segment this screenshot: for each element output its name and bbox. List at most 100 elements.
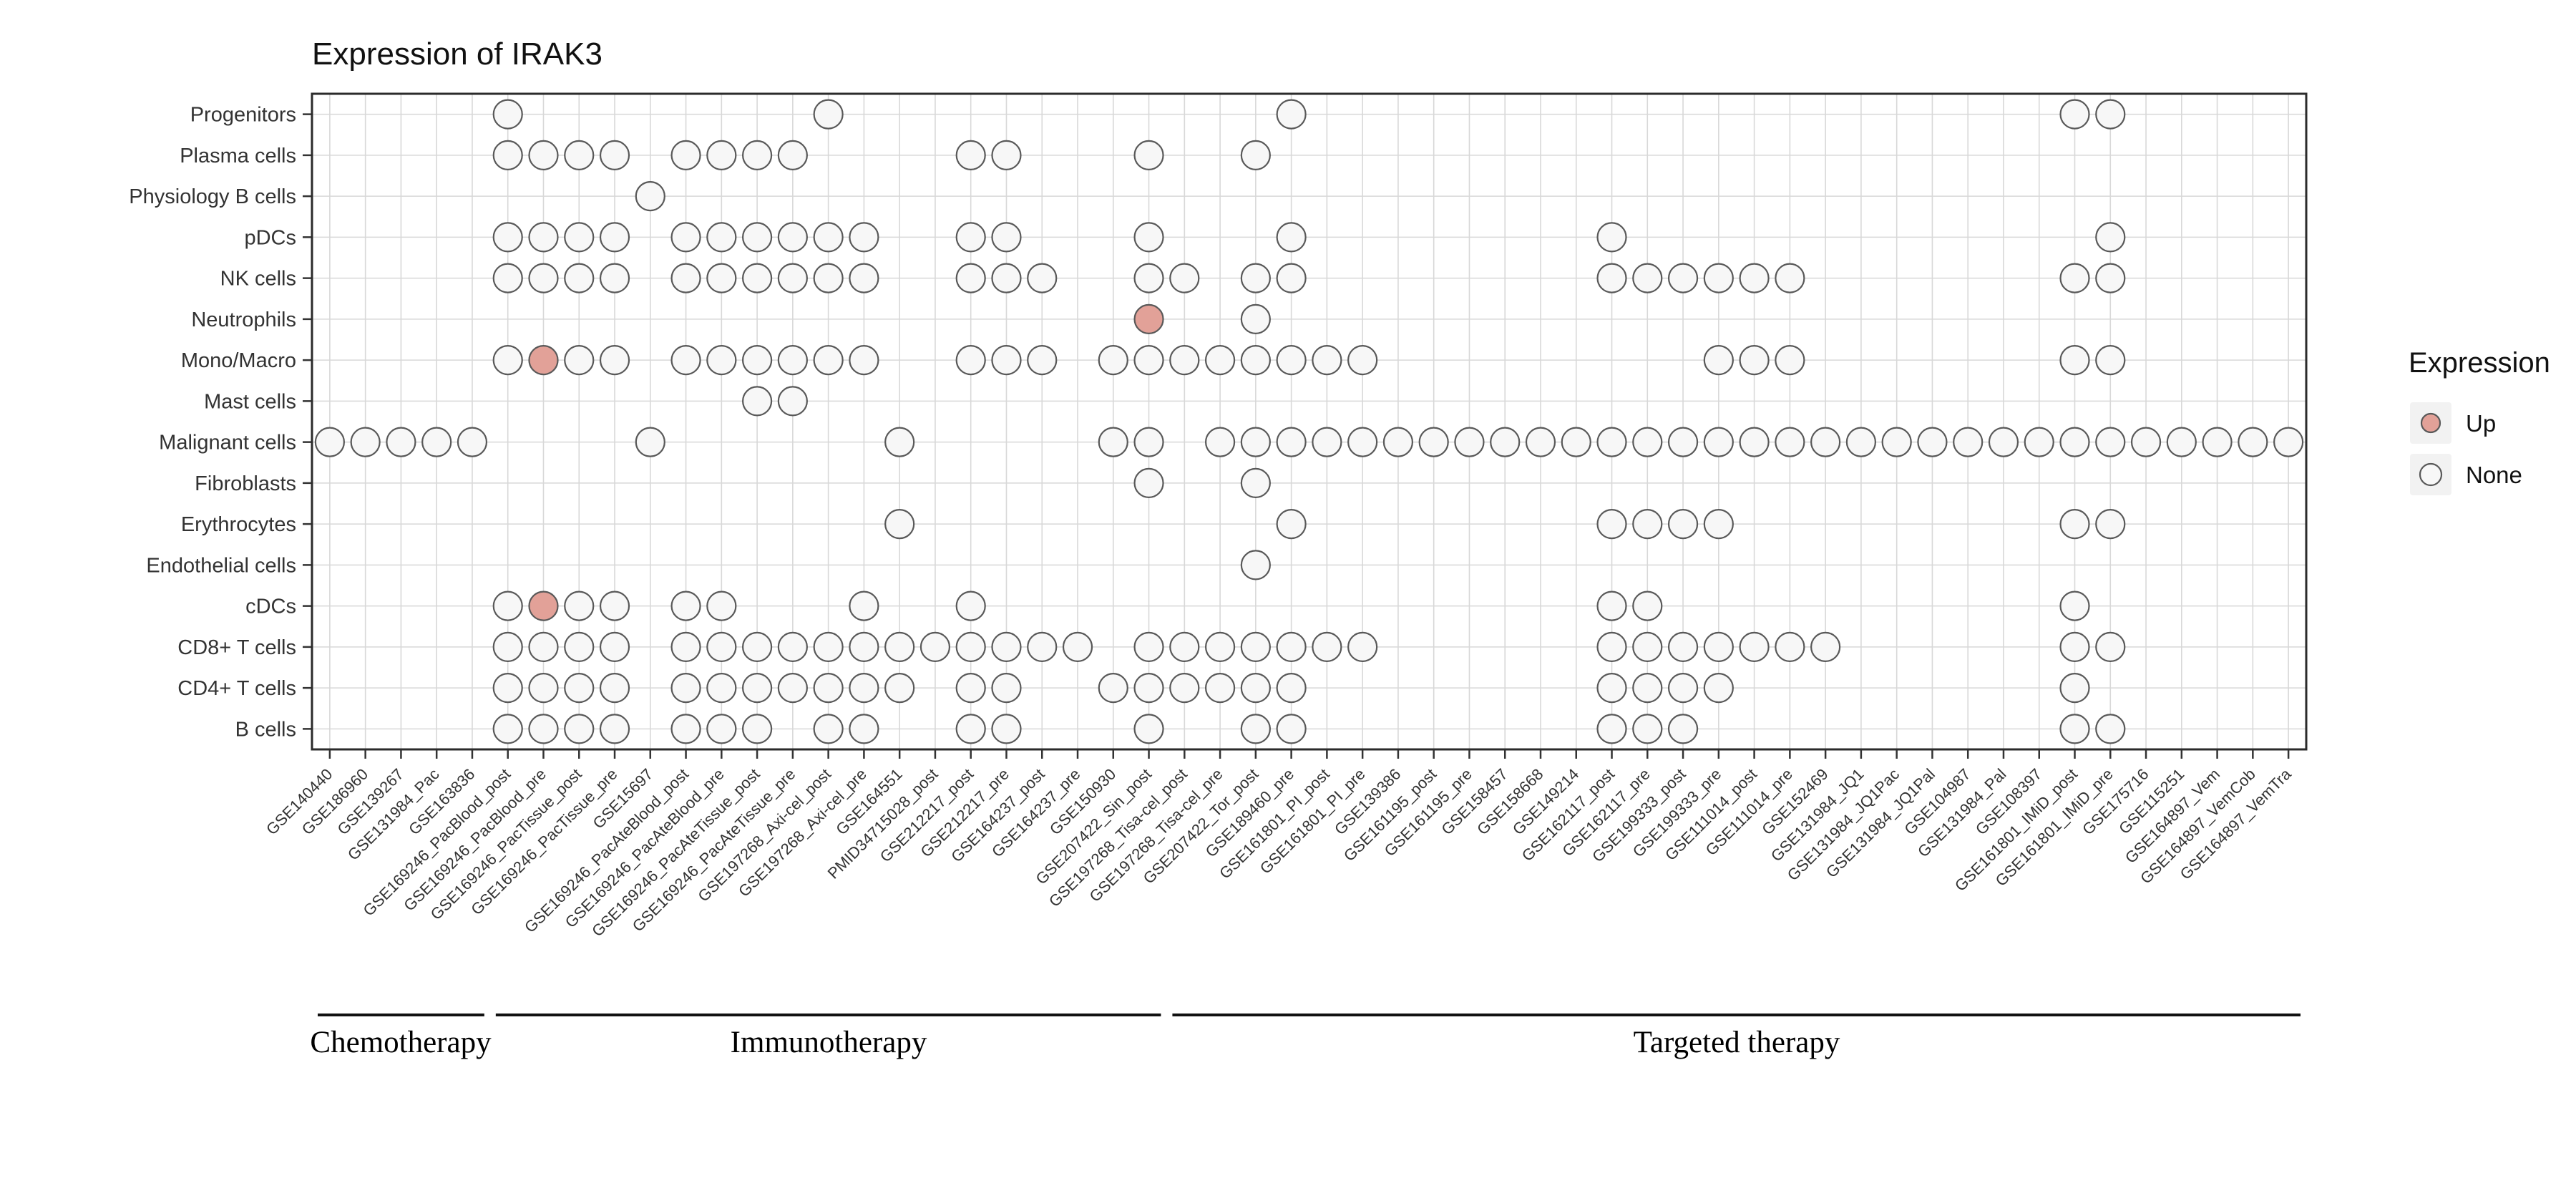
expression-dot-none — [741, 714, 773, 744]
expression-dot-none — [492, 99, 523, 130]
expression-dot-none — [706, 673, 737, 704]
row-label: Progenitors — [190, 104, 296, 127]
expression-dot-up — [528, 345, 559, 376]
expression-dot-none — [599, 263, 630, 293]
expression-dot-none — [1240, 467, 1271, 498]
expression-dot-none — [1133, 263, 1164, 293]
row-label: CD8+ T cells — [177, 636, 296, 659]
expression-dot-none — [1347, 427, 1378, 457]
expression-dot-none — [777, 140, 808, 170]
expression-dot-none — [1169, 263, 1200, 293]
expression-dot-none — [1810, 427, 1841, 457]
expression-dot-none — [1632, 509, 1663, 540]
expression-dot-none — [1027, 263, 1058, 293]
expression-dot-none — [1667, 427, 1699, 457]
expression-dot-none — [1133, 140, 1164, 170]
therapy-group-labels: Chemotherapy Immunotherapy Targeted ther… — [310, 1026, 1840, 1059]
expression-dot-none — [1418, 427, 1449, 457]
expression-dot-none — [1133, 345, 1164, 376]
expression-dot-none — [706, 140, 737, 170]
expression-dot-none — [2095, 631, 2126, 662]
expression-dot-none — [777, 386, 808, 417]
expression-dot-none — [991, 222, 1022, 253]
row-label: Erythrocytes — [181, 513, 296, 536]
row-label: Physiology B cells — [129, 185, 296, 208]
expression-dot-none — [1240, 631, 1271, 662]
expression-dot-none — [1204, 673, 1236, 704]
expression-dot-none — [1667, 631, 1699, 662]
expression-dot-none — [1347, 631, 1378, 662]
expression-dot-none — [741, 263, 773, 293]
expression-dot-none — [1596, 673, 1627, 704]
expression-dot-none — [706, 631, 737, 662]
expression-dot-none — [670, 263, 701, 293]
expression-dot-none — [741, 222, 773, 253]
expression-dot-none — [1133, 467, 1164, 498]
expression-dot-none — [777, 263, 808, 293]
expression-dot-none — [1454, 427, 1485, 457]
expression-dot-none — [1632, 673, 1663, 704]
expression-dot-none — [1775, 427, 1805, 457]
expression-dot-none — [421, 427, 452, 457]
expression-dot-none — [1276, 509, 1307, 540]
expression-dot-none — [1276, 263, 1307, 293]
expression-dot-none — [1775, 345, 1805, 376]
expression-dot-none — [528, 222, 559, 253]
expression-dot-none — [741, 345, 773, 376]
expression-dot-none — [1276, 427, 1307, 457]
expression-dot-none — [813, 673, 844, 704]
expression-dot-none — [670, 631, 701, 662]
expression-dot-none — [777, 222, 808, 253]
group-label-targeted-therapy: Targeted therapy — [1634, 1026, 1840, 1059]
expression-dot-none — [991, 345, 1022, 376]
expression-dot-none — [1240, 303, 1271, 334]
expression-dot-none — [1240, 427, 1271, 457]
expression-dot-none — [849, 263, 879, 293]
expression-dot-none — [2059, 427, 2090, 457]
expression-dot-none — [492, 714, 523, 744]
expression-dot-none — [813, 631, 844, 662]
expression-dot-none — [599, 140, 630, 170]
expression-dot-none — [1775, 631, 1805, 662]
expression-dot-none — [670, 345, 701, 376]
expression-dot-none — [2095, 714, 2126, 744]
legend-title: Expression — [2409, 347, 2550, 379]
expression-dot-none — [1276, 673, 1307, 704]
expression-dot-none — [635, 181, 665, 212]
expression-dot-none — [1667, 263, 1699, 293]
expression-dot-none — [1169, 631, 1200, 662]
expression-dot-none — [1917, 427, 1948, 457]
row-label: pDCs — [244, 226, 296, 249]
expression-dot-none — [813, 99, 844, 130]
expression-dot-none — [1596, 222, 1627, 253]
row-label: Malignant cells — [159, 432, 296, 455]
expression-dot-none — [1347, 345, 1378, 376]
expression-dot-none — [1240, 345, 1271, 376]
row-label: CD4+ T cells — [177, 677, 296, 700]
expression-dot-none — [1810, 631, 1841, 662]
row-label: Endothelial cells — [146, 554, 296, 577]
expression-dot-none — [955, 263, 986, 293]
expression-dot-none — [991, 631, 1022, 662]
expression-dot-none — [492, 345, 523, 376]
expression-dot-none — [314, 427, 345, 457]
expression-dot-none — [1632, 590, 1663, 621]
expression-dot-none — [528, 673, 559, 704]
expression-dot-none — [2238, 427, 2268, 457]
expression-dot-none — [457, 427, 488, 457]
expression-dot-none — [1632, 427, 1663, 457]
expression-dot-none — [599, 345, 630, 376]
expression-dot-none — [884, 427, 915, 457]
expression-dot-none — [813, 222, 844, 253]
expression-dot-none — [2095, 263, 2126, 293]
row-label: Neutrophils — [191, 308, 296, 331]
expression-dot-none — [564, 714, 595, 744]
expression-dot-none — [528, 140, 559, 170]
expression-dot-none — [1027, 345, 1058, 376]
expression-dot-none — [1240, 140, 1271, 170]
expression-dot-none — [599, 673, 630, 704]
expression-dot-none — [1098, 345, 1128, 376]
expression-dot-none — [564, 263, 595, 293]
row-label: Mast cells — [204, 390, 296, 413]
